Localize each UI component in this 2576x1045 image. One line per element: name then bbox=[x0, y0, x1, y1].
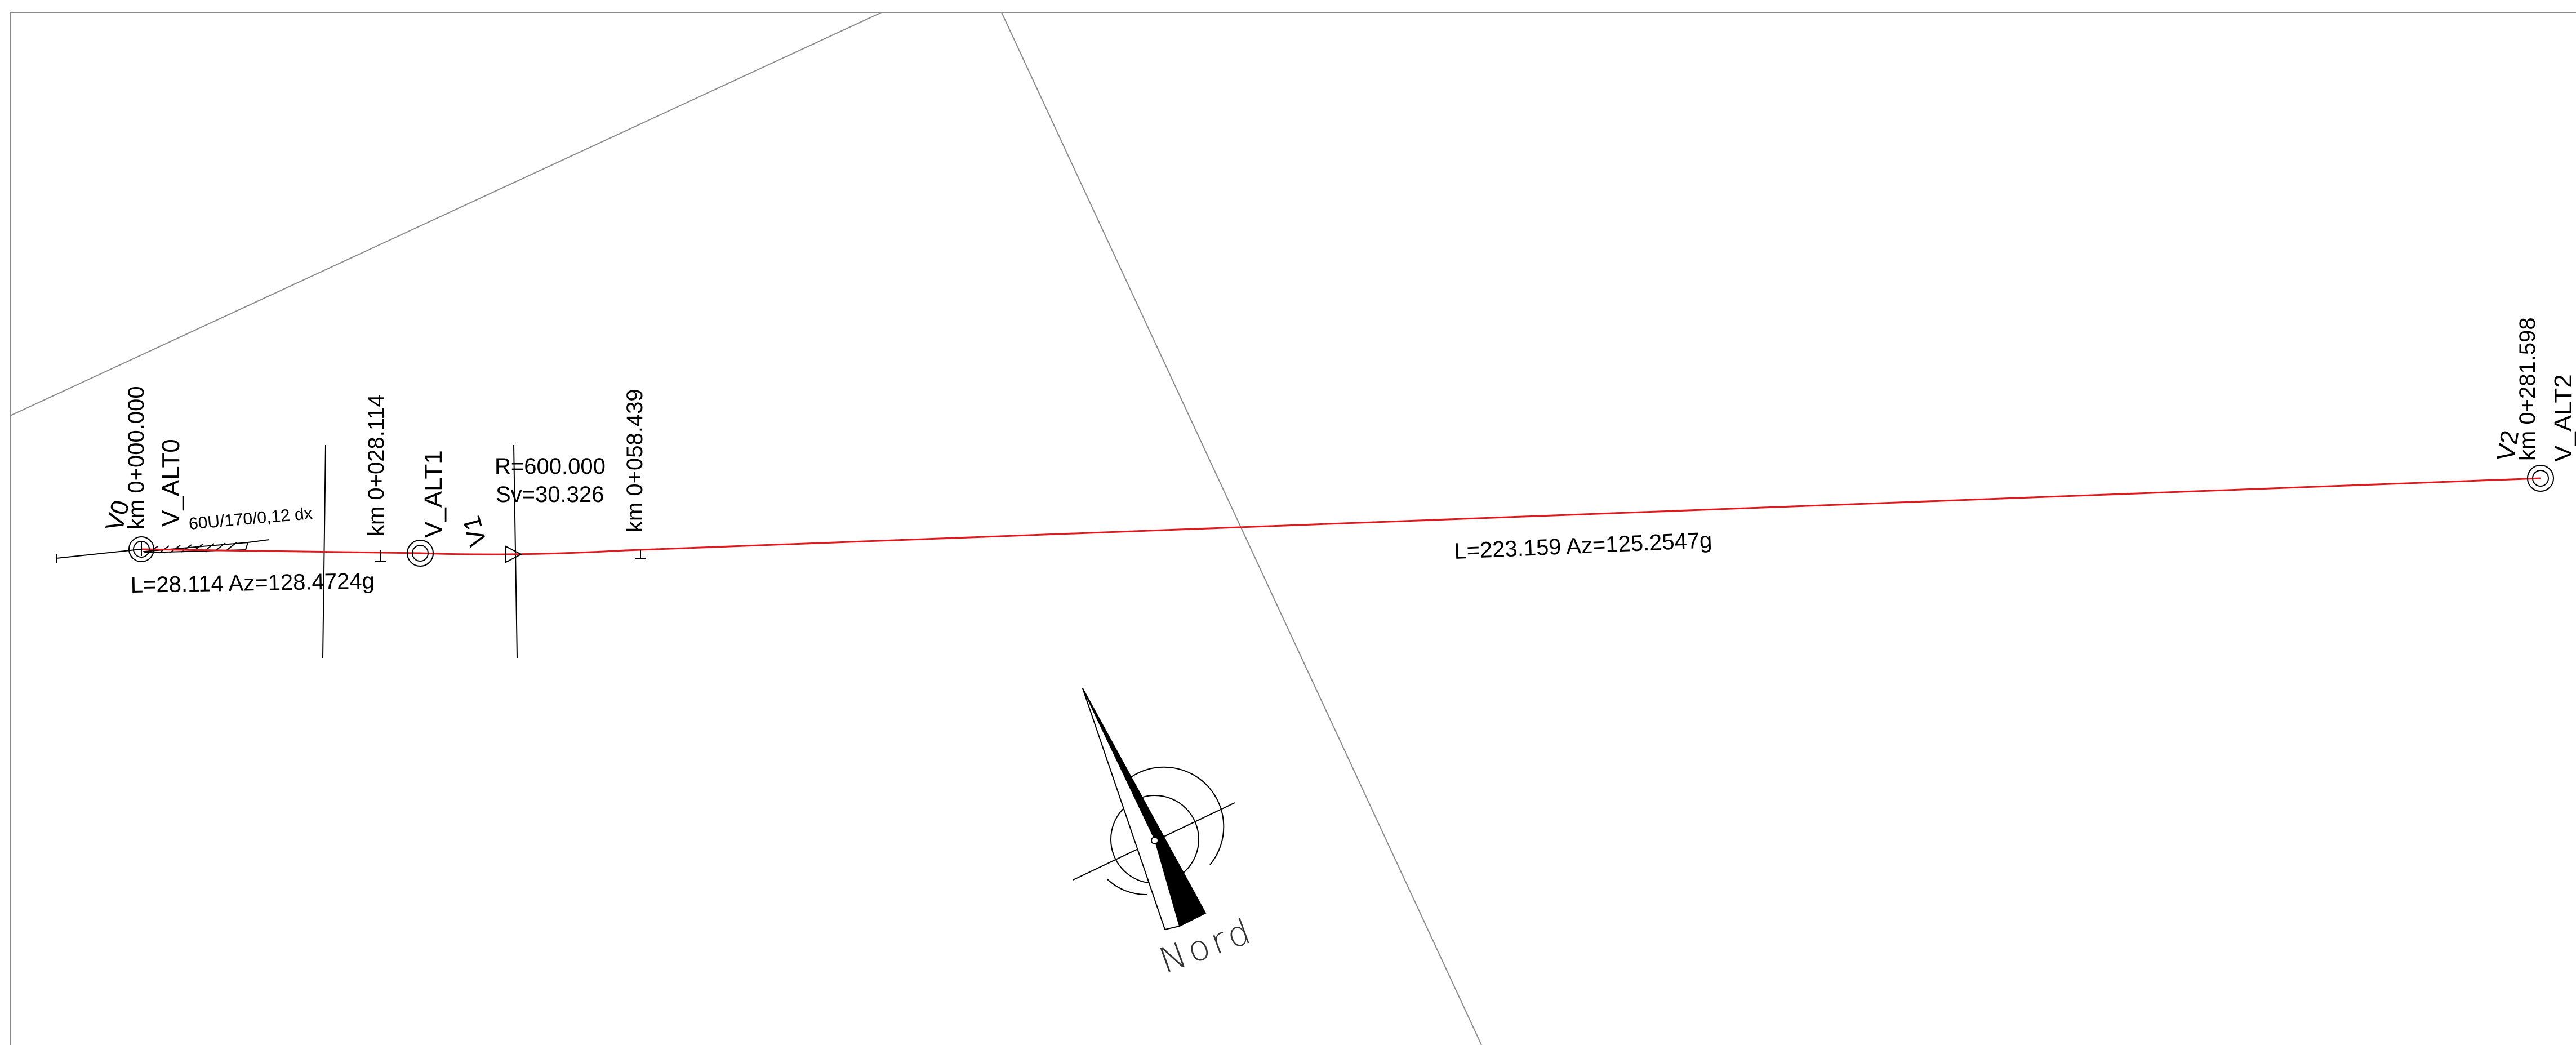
chainage-label-v1-end: km 0+058.439 bbox=[622, 389, 647, 532]
alignment-extension-line bbox=[56, 549, 141, 559]
vertex-name-v0: V_ALT0 bbox=[157, 439, 185, 527]
drawing-frame bbox=[10, 12, 2576, 1045]
chainage-label-v2: km 0+281.598 bbox=[2515, 317, 2540, 461]
tangent-point-marker bbox=[505, 545, 523, 563]
north-arrow-icon bbox=[1073, 688, 1235, 931]
segment-label-2: L=223.159 Az=125.2547g bbox=[1453, 528, 1712, 564]
chainage-label-v1: km 0+028.114 bbox=[364, 394, 389, 536]
curve-tangent-label: Sv=30.326 bbox=[496, 482, 604, 507]
curve-radius-label: R=600.000 bbox=[495, 454, 606, 479]
chainage-tick bbox=[375, 550, 386, 562]
vertex-number-v1: V1 bbox=[457, 513, 492, 549]
chainage-label-v0: km 0+000.000 bbox=[124, 386, 149, 530]
vertex-marker-v0[interactable] bbox=[128, 536, 154, 562]
vertex-name-v1: V_ALT1 bbox=[420, 450, 447, 538]
vertex-marker-v2[interactable] bbox=[2527, 465, 2554, 492]
parcel-boundary-line bbox=[1001, 12, 1482, 1045]
chainage-tick bbox=[635, 550, 646, 559]
alignment-line bbox=[140, 477, 2541, 555]
marker-annotation: 60U/170/0,12 dx bbox=[188, 504, 313, 533]
parcel-boundary-line bbox=[10, 12, 882, 416]
vertex-marker-v1[interactable] bbox=[407, 540, 434, 567]
segment-label-1: L=28.114 Az=128.4724g bbox=[130, 568, 375, 598]
vertex-number-v2: V2 bbox=[2492, 428, 2525, 463]
vertex-name-v2: V_ALT2 bbox=[2550, 374, 2576, 462]
